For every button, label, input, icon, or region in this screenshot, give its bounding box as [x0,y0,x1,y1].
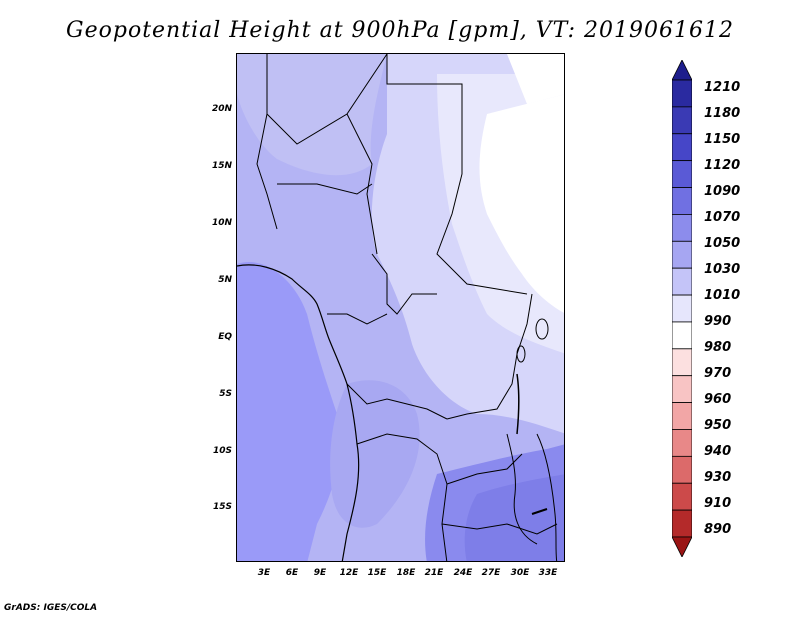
colorbar-segment [672,79,692,108]
colorbar-segment [672,536,692,557]
colorbar-label: 1090 [704,184,741,199]
lon-label: 24E [453,568,473,578]
colorbar-label: 940 [704,444,732,459]
colorbar-label: 890 [704,522,732,537]
colorbar-segment [672,348,692,377]
colorbar-label: 1120 [704,158,741,173]
colorbar-label: 1210 [704,80,741,95]
field-deep-ocean [237,262,341,561]
colorbar-label: 990 [704,314,732,329]
colorbar-segment [672,455,692,484]
colorbar-segment [672,214,692,242]
colorbar-segment [672,482,692,511]
lat-label: 5N [218,275,232,285]
colorbar-label: 1010 [704,288,741,303]
colorbar-segment [672,133,692,162]
height-field [237,54,564,561]
colorbar-label: 1050 [704,236,741,251]
colorbar-segment [672,429,692,457]
colorbar-label: 1070 [704,210,741,225]
colorbar-label: 1150 [704,132,741,147]
map-title: Geopotential Height at 900hPa [gpm], VT:… [66,18,734,43]
colorbar-segment [672,509,692,538]
lat-label: 15S [212,502,232,512]
field-white-ne [479,94,564,313]
lon-label: 18E [396,568,416,578]
colorbar-segment [672,375,692,403]
field-congo [330,380,420,528]
colorbar-label: 960 [704,392,732,407]
lon-label: 9E [313,568,327,578]
colorbar-label: 1030 [704,262,741,277]
lat-label: 10S [212,446,232,456]
lat-label: 20N [211,104,232,114]
lat-label: 5S [219,389,232,399]
credit-text: GrADS: IGES/COLA [4,603,98,613]
coastline [237,264,360,561]
colorbar-segment [672,240,692,269]
colorbar-label: 1180 [704,106,741,121]
lon-label: 12E [339,568,359,578]
colorbar-label: 970 [704,366,732,381]
lon-label: 3E [257,568,271,578]
lon-label: 27E [481,568,501,578]
lon-label: 6E [285,568,299,578]
colorbar-label: 910 [704,496,732,511]
colorbar-segment [672,160,692,188]
colorbar-segment [672,267,692,296]
lat-label: 10N [211,218,232,228]
colorbar-segment [672,106,692,135]
colorbar-segment [672,60,692,81]
lon-label: 15E [367,568,387,578]
colorbar-segment [672,187,692,215]
colorbar-segment [672,402,692,430]
field-south-deep [464,474,564,561]
lon-label: 30E [510,568,530,578]
lon-label: 33E [538,568,558,578]
map-panel [236,53,565,562]
lat-label: EQ [218,332,232,342]
lon-label: 21E [424,568,444,578]
colorbar-segment [672,321,692,350]
colorbar-label: 930 [704,470,732,485]
colorbar-label: 980 [704,340,732,355]
colorbar-segment [672,294,692,323]
lat-label: 15N [211,161,232,171]
colorbar-label: 950 [704,418,732,433]
field-nw [237,54,387,176]
colorbar [672,60,692,557]
